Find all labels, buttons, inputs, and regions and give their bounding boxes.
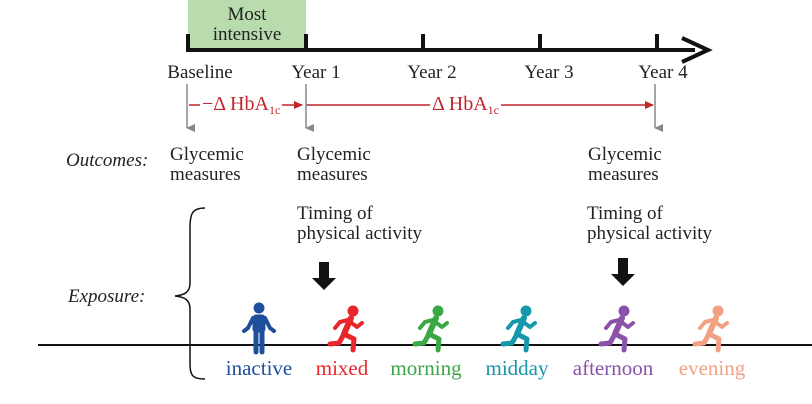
- timing-arrow-left: [312, 262, 336, 290]
- outcomes-row-label: Outcomes:: [66, 150, 149, 171]
- category-morning: morning: [390, 356, 462, 380]
- year-label-year1: Year 1: [291, 62, 341, 83]
- delta-label-2-sub: 1c: [487, 103, 499, 117]
- category-midday: midday: [485, 356, 549, 380]
- outcome-year4: Glycemic measures: [588, 144, 662, 185]
- timeline-arrowhead: [681, 36, 713, 64]
- figure-morning: [415, 306, 447, 350]
- exposure-label: Exposure:: [68, 286, 146, 307]
- year-label-year2: Year 2: [407, 62, 457, 83]
- year-label-year4: Year 4: [638, 62, 688, 83]
- delta-label-2: Δ HbA1c: [430, 93, 501, 120]
- delta-label-1: −Δ HbA1c: [200, 93, 283, 120]
- delta-label-2-main: Δ HbA: [432, 93, 488, 115]
- year-label-baseline: Baseline: [167, 62, 233, 83]
- outcome-year1: Glycemic measures: [297, 144, 371, 185]
- timing-arrow-right: [611, 258, 635, 286]
- category-inactive: inactive: [225, 356, 293, 380]
- figure-evening: [695, 306, 727, 350]
- timeline-ticks: [186, 34, 659, 52]
- outcome-baseline: Glycemic measures: [170, 144, 244, 185]
- category-evening: evening: [678, 356, 746, 380]
- timing-label-left: Timing of physical activity: [297, 203, 423, 244]
- category-mixed: mixed: [315, 356, 369, 380]
- delta-label-1-sub: 1c: [268, 103, 281, 117]
- delta-label-1-main: −Δ HbA: [202, 93, 269, 115]
- figure-midday: [503, 306, 535, 350]
- category-afternoon: afternoon: [572, 356, 654, 380]
- highlight-box: [188, 0, 306, 48]
- most-intensive-label: Most intensive: [212, 4, 282, 45]
- figure-afternoon: [601, 306, 633, 350]
- exposure-brace: [174, 207, 206, 380]
- timing-label-right: Timing of physical activity: [587, 203, 713, 244]
- figure-mixed: [330, 306, 362, 350]
- year-label-year3: Year 3: [524, 62, 574, 83]
